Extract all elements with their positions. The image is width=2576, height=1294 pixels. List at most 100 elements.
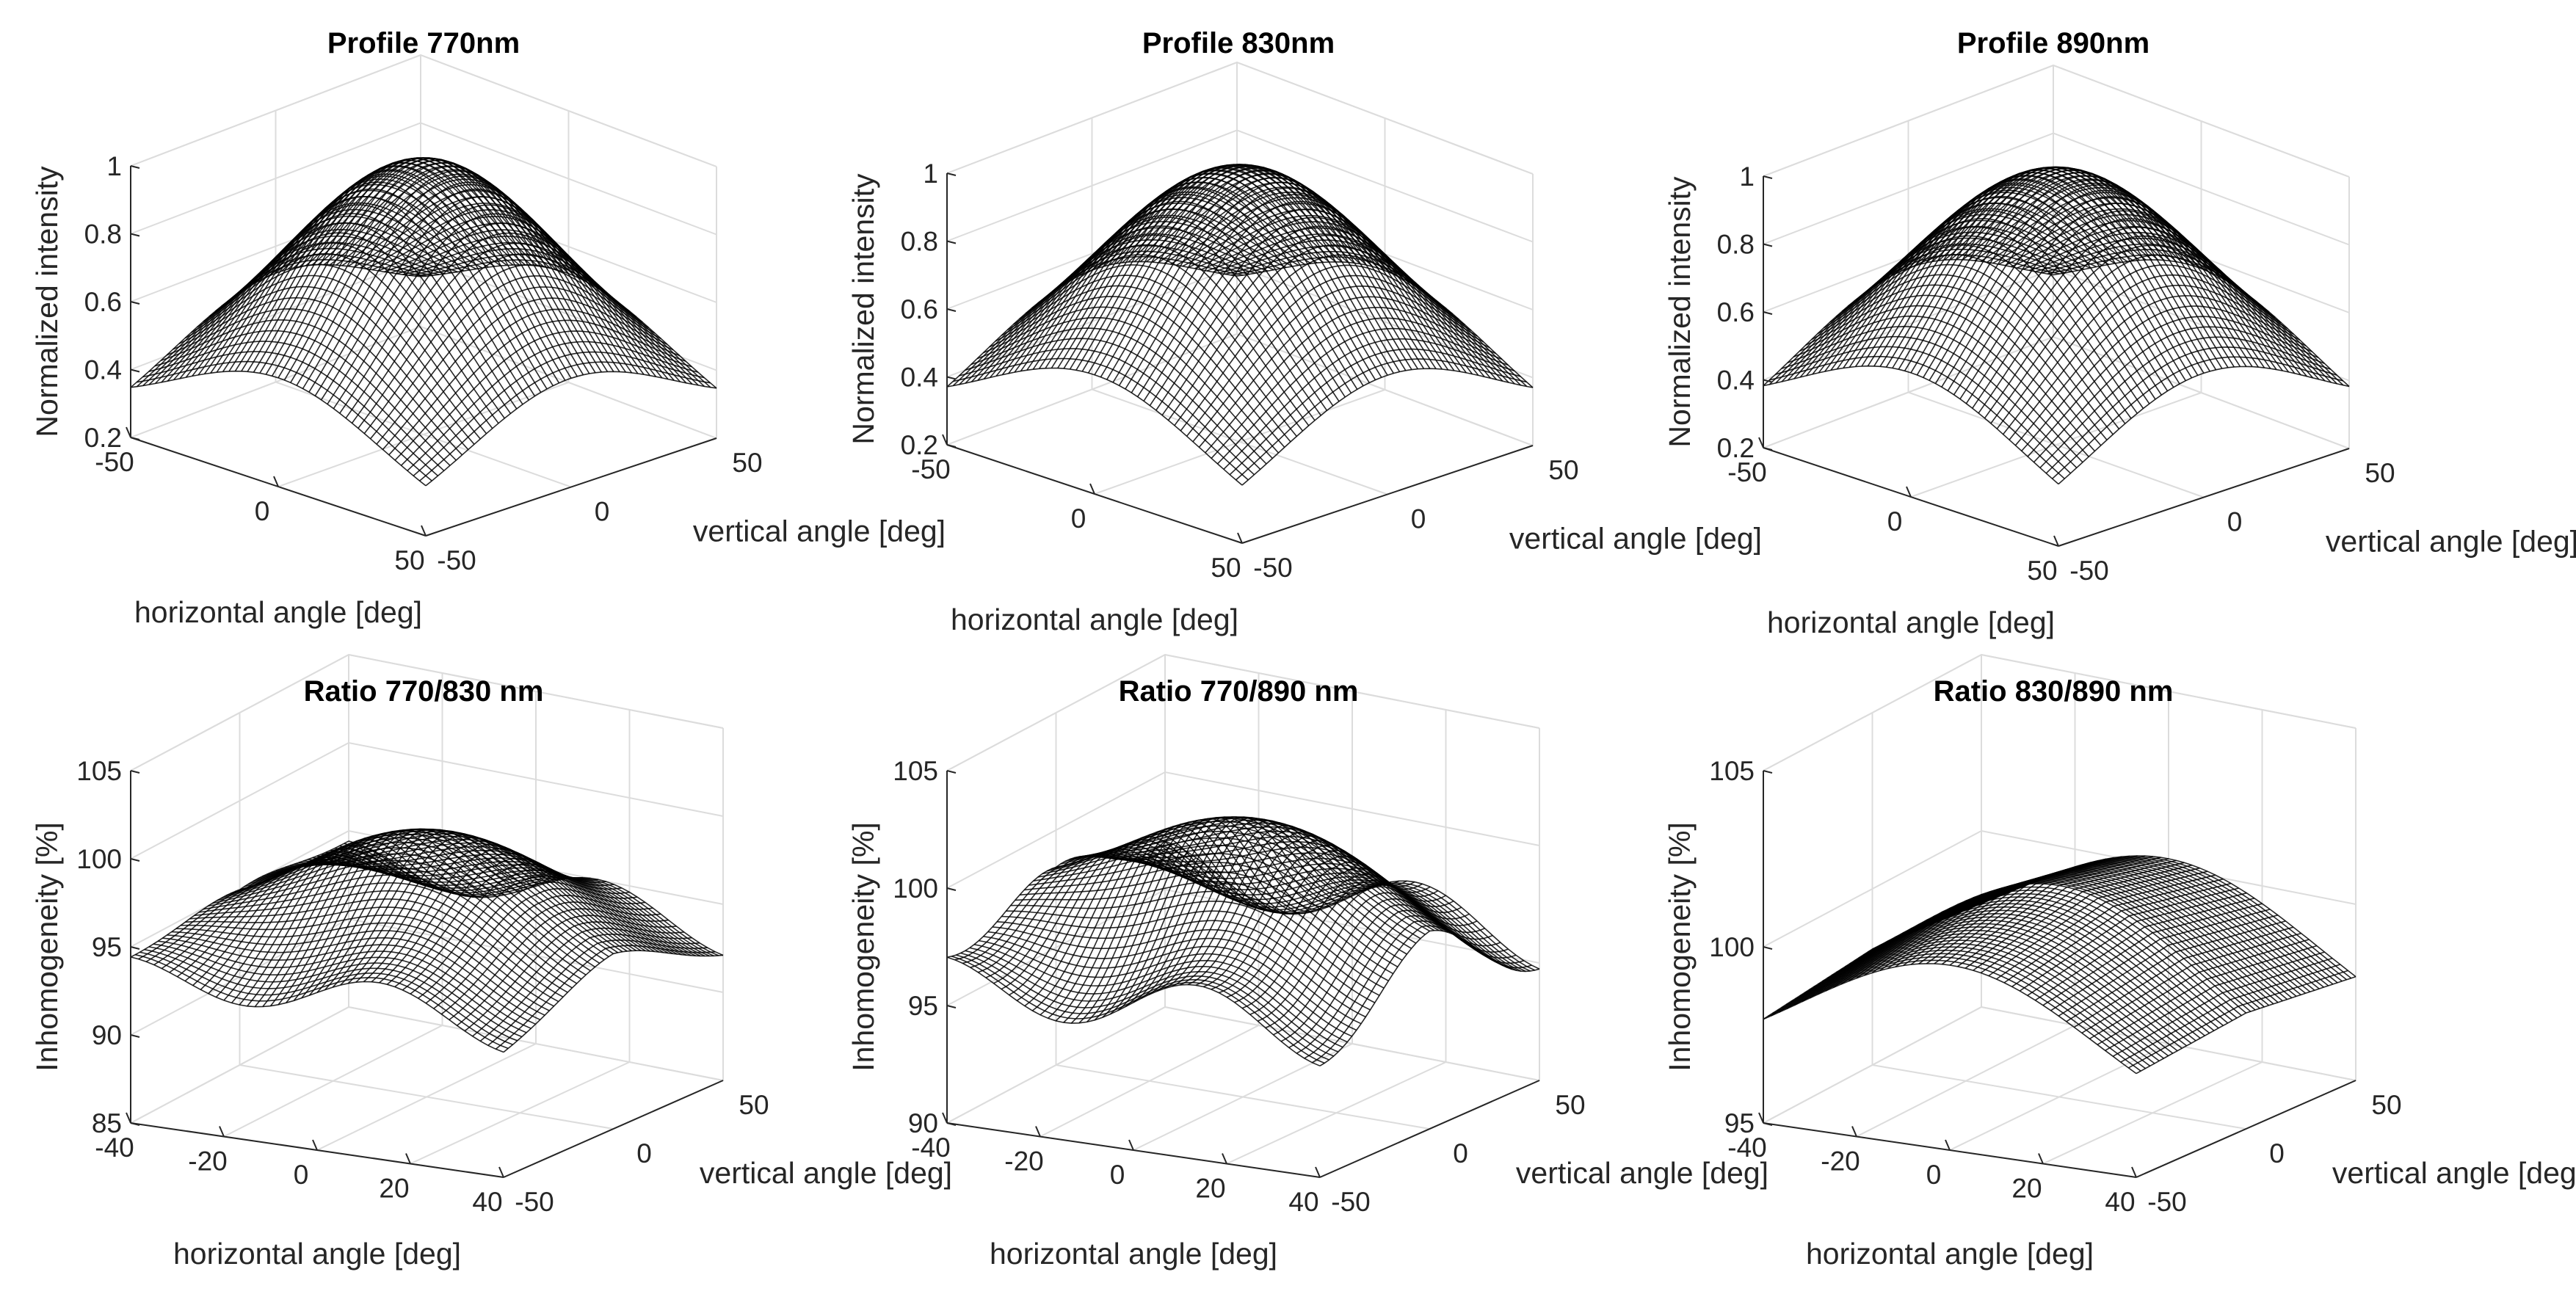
mesh-line-y [2052,356,2343,479]
y-axis-line [503,1080,724,1178]
z-axis-label: Inhomogeneity [%] [1663,822,1697,1072]
mesh-line-y [1903,856,2122,967]
mesh-line-y [200,857,419,990]
z-axis-label: Normalized intensity [1663,176,1697,448]
mesh-line-y [1787,237,2078,381]
mesh-line-y [259,157,551,374]
y-axis-label: vertical angle [deg] [2332,1156,2576,1190]
mesh-line-y [965,244,1256,384]
mesh-line-y [1984,244,2276,419]
mesh-line-y [1817,880,2036,995]
mesh-line-y [173,222,465,381]
mesh-line-y [1923,175,2214,378]
mesh-line-y [1198,296,1490,448]
mesh-line-y [1156,822,1376,992]
y-tick-label: -50 [1253,553,1292,583]
mesh-line-y [1026,186,1318,371]
x-tick-label: 50 [1211,553,1241,583]
mesh-line-y [345,232,637,419]
y-tick-label: 50 [2371,1090,2401,1120]
z-tick-label: 0.4 [901,363,938,393]
mesh-line-y [1223,338,1515,470]
y-tick-label: -50 [437,545,476,575]
mesh-line-y [2050,909,2271,1011]
mesh-line-y [1802,887,2021,1003]
mesh-line-y [376,286,668,445]
surface-mesh [1763,166,2350,485]
mesh-line-y [358,253,650,429]
y-gridline [1981,655,2357,1081]
mesh-line-y [1996,264,2288,429]
mesh-line-y [1016,841,1236,1001]
mesh-line-y [1824,202,2116,372]
mesh-line-y [413,351,705,476]
x-tick-label: -50 [911,454,950,484]
mesh-line-y [382,297,674,450]
mesh-line-y [1781,243,2072,382]
y-gridline [1871,713,2246,1130]
mesh-line-y [1234,867,1454,1003]
mesh-line-y [1187,835,1407,986]
mesh-line-x [1781,949,2155,1064]
mesh-line-y [347,837,567,984]
y-axis-line [1241,445,1534,544]
mesh-line-y [1149,217,1441,407]
z-tick-mark [130,858,140,862]
z-tick-label: 0.4 [84,355,122,385]
mesh-line-y [1009,843,1228,996]
mesh-line-x [158,940,531,1029]
z-tick-mark [946,240,957,244]
mesh-line-y [2034,898,2255,1001]
mesh-line-y [2027,316,2319,457]
y-tick-label: 0 [595,497,610,527]
mesh-line-y [503,950,724,1053]
x-tick-label: 20 [1195,1174,1225,1204]
mesh-line-y [271,158,563,377]
y-gridline [1055,713,1430,1130]
chart-panel-3: -50 0 50 -50 0 50 0.2 0.4 0.6 0.8 1 horizontal angl… [1663,27,2576,639]
z-tick-mark [1763,447,1773,451]
z-tick-label: 0.8 [1717,230,1755,260]
mesh-line-y [1055,827,1274,1022]
mesh-line-y [1934,856,2153,964]
mesh-line-y [215,851,435,998]
y-gridline [1907,120,2205,498]
mesh-line-y [1063,825,1282,1023]
mesh-line-y [2027,892,2247,996]
z-tick-label: 95 [908,991,938,1021]
mesh-line-y [2058,366,2350,485]
mesh-line-x [1808,929,2183,1049]
z-tick-mark [1763,1122,1773,1126]
mesh-line-y [1910,169,2202,374]
mesh-line-y [1964,862,2185,969]
z-tick-mark [130,770,140,774]
mesh-line-y [308,829,529,996]
mesh-line-y [332,832,552,988]
z-tick-mark [946,308,957,312]
mesh-line-x [1804,933,2178,1052]
mesh-line-y [1081,164,1374,372]
mesh-line-y [1180,264,1472,432]
x-tick-mark [942,1112,948,1124]
z-tick-mark [1763,311,1773,315]
x-tick-mark [219,1126,225,1137]
mesh-line-y [388,308,680,456]
mesh-line-y [2120,964,2341,1063]
x-tick-label: 50 [2027,556,2057,586]
mesh-line-y [977,233,1269,381]
x-tick-mark [1758,1112,1764,1124]
mesh-line-y [369,275,661,440]
x-tick-mark [1237,532,1243,544]
z-tick-label: 0.4 [1717,366,1755,396]
y-axis-label: vertical angle [deg] [1509,522,1762,556]
mesh-line-y [433,895,653,1009]
x-tick-label: -20 [1821,1146,1860,1177]
mesh-line-x [135,953,509,1050]
mesh-line-y [1892,166,2183,368]
mesh-line-y [1996,874,2216,980]
z-tick-mark [130,368,140,373]
mesh-line-y [1167,244,1459,421]
x-tick-label: 20 [379,1174,409,1204]
mesh-line-y [1141,818,1360,999]
x-tick-mark [126,1112,131,1124]
